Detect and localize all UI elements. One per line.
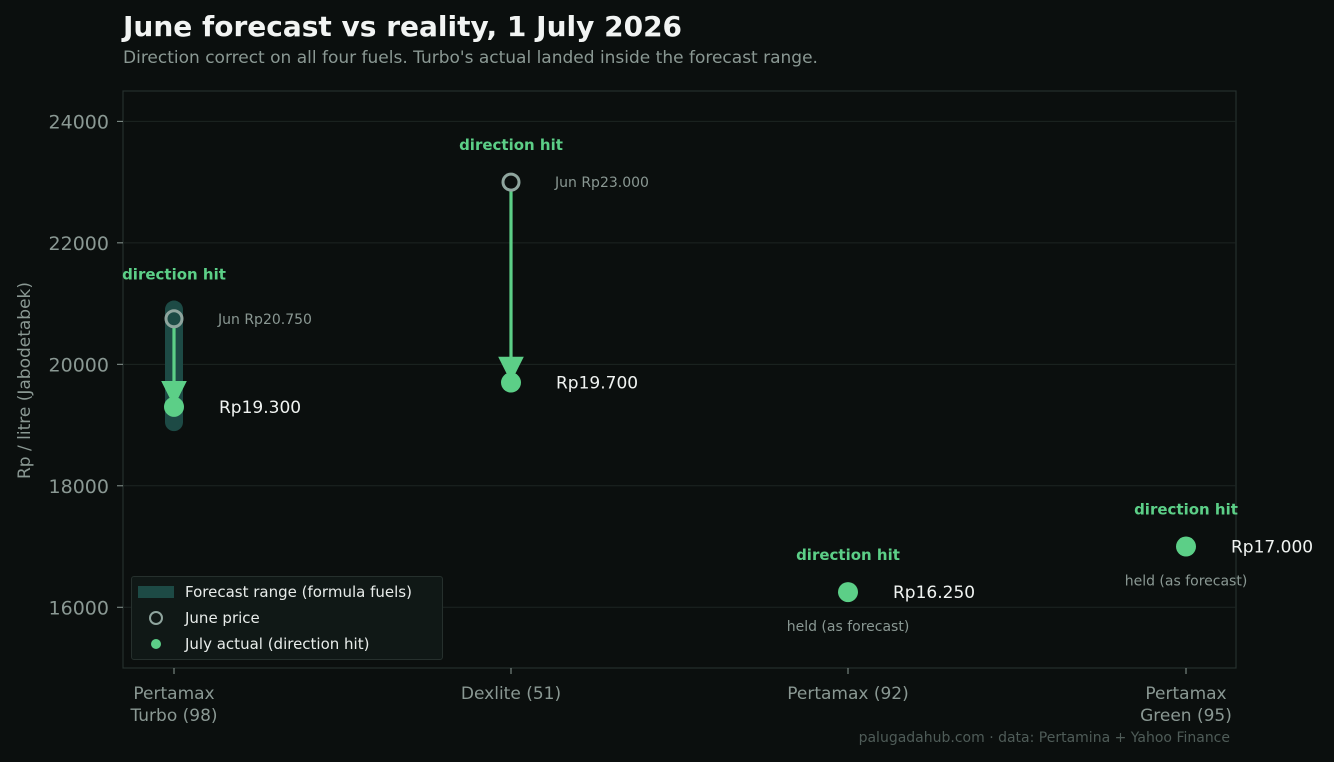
x-tick-label: Turbo (98) <box>129 706 217 726</box>
july-actual-marker <box>1176 536 1196 557</box>
legend-item-forecast-range: Forecast range (formula fuels) <box>132 581 442 603</box>
y-tick-label: 18000 <box>49 476 109 498</box>
june-price-label: Jun Rp20.750 <box>217 312 312 328</box>
legend-label-june-price: June price <box>185 609 260 627</box>
x-tick-label: Dexlite (51) <box>461 684 561 704</box>
x-tick-label: Pertamax (92) <box>787 684 909 704</box>
june-price-label: Jun Rp23.000 <box>554 175 649 191</box>
july-actual-marker <box>164 396 184 417</box>
legend-label-july-actual: July actual (direction hit) <box>185 635 370 653</box>
july-actual-label: Rp16.250 <box>893 583 975 603</box>
direction-hit-label: direction hit <box>122 266 226 284</box>
chart-title: June forecast vs reality, 1 July 2026 <box>123 10 683 43</box>
x-tick-label: Pertamax <box>1145 684 1226 704</box>
y-tick-label: 22000 <box>49 233 109 255</box>
y-tick-label: 20000 <box>49 354 109 376</box>
legend-label-forecast-range: Forecast range (formula fuels) <box>185 583 412 601</box>
y-tick-label: 16000 <box>49 597 109 619</box>
held-note: held (as forecast) <box>787 619 910 635</box>
july-actual-label: Rp19.300 <box>219 398 301 418</box>
legend-swatch-june <box>149 611 163 625</box>
july-actual-label: Rp19.700 <box>556 374 638 394</box>
chart-legend: Forecast range (formula fuels) June pric… <box>131 576 443 660</box>
y-tick-label: 24000 <box>49 111 109 133</box>
direction-hit-label: direction hit <box>459 136 563 154</box>
held-note: held (as forecast) <box>1125 574 1248 590</box>
legend-item-july-actual: July actual (direction hit) <box>132 633 442 655</box>
legend-swatch-range <box>138 586 174 598</box>
july-actual-label: Rp17.000 <box>1231 538 1313 558</box>
x-tick-label: Green (95) <box>1140 706 1232 726</box>
legend-swatch-july <box>151 639 161 649</box>
june-price-marker <box>164 309 184 329</box>
direction-hit-label: direction hit <box>796 546 900 564</box>
direction-hit-label: direction hit <box>1134 501 1238 519</box>
legend-item-june-price: June price <box>132 607 442 629</box>
july-actual-marker <box>501 372 521 393</box>
plot-frame <box>122 90 1237 669</box>
july-actual-marker <box>838 582 858 603</box>
june-price-marker <box>501 172 521 192</box>
source-credit: palugadahub.com · data: Pertamina + Yaho… <box>858 730 1230 746</box>
x-tick-label: Pertamax <box>133 684 214 704</box>
chart-subtitle: Direction correct on all four fuels. Tur… <box>123 48 818 68</box>
y-axis-label: Rp / litre (Jabodetabek) <box>15 282 35 479</box>
